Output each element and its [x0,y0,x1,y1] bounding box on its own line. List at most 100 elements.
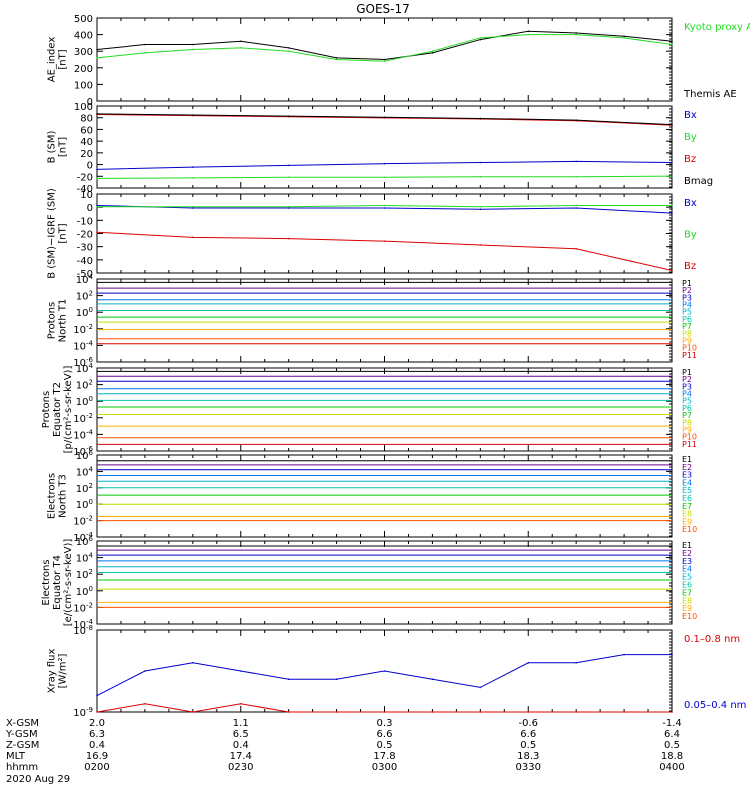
y-axis-label: North T1 [58,299,69,343]
data-point [96,113,98,115]
x-tick-value: 17.8 [373,751,395,762]
data-point [479,175,482,178]
legend-entry: P3 [682,293,692,302]
x-tick-value: 0.4 [233,740,249,751]
y-tick-label: 102 [76,290,93,303]
data-point [383,240,386,242]
data-point [479,205,482,208]
data-point [575,204,577,207]
legend-entry: E2 [682,549,692,558]
data-point [96,177,98,180]
data-point [671,269,673,272]
series-line-0-05-0-4-nm [96,654,672,697]
data-point [671,204,673,207]
legend-entry: E10 [682,525,697,534]
y-axis-label: B (SM)−IGRF (SM) [47,188,58,279]
x-tick-value: 0400 [659,762,684,773]
data-point [287,711,290,713]
data-point [383,60,386,62]
y-tick-label: 100 [74,102,93,113]
data-point [192,205,194,208]
y-tick-label: 104 [76,273,94,286]
data-point [575,247,577,250]
x-tick-value: 0.5 [377,740,393,751]
y-tick-label: 106 [76,449,94,462]
y-tick-label: 10-8 [73,624,93,637]
data-point [192,236,194,239]
data-point [287,205,290,208]
panel-frame [96,540,673,625]
y-tick-label: 102 [76,482,93,495]
data-point [287,50,290,52]
legend-entry: E1 [682,541,692,550]
data-point [192,177,194,179]
x-tick-value: 0200 [84,762,109,773]
y-axis-label: Electrons [41,559,52,605]
x-tick-value: -1.4 [662,718,682,729]
legend-entry: P11 [682,440,697,449]
data-point [623,37,625,39]
legend-entry: E4 [682,478,692,487]
legend-entry: P5 [682,308,692,317]
x-row-label: X-GSM [6,718,39,729]
data-point [192,43,194,46]
data-point [575,32,577,34]
data-point [287,115,290,117]
data-point [671,653,673,656]
legend-entry: P2 [682,375,692,384]
y-tick-label: 500 [74,14,93,25]
y-tick-label: 100 [76,306,93,319]
x-row-label: Y-GSM [5,729,38,740]
series-line-bz [96,113,673,126]
data-point [479,38,482,41]
x-tick-value: 0.3 [377,718,393,729]
legend-entry: P1 [682,368,692,377]
y-tick-label: 10-2 [73,323,93,336]
legend-entry: P6 [682,315,692,324]
x-tick-value: 18.8 [661,751,683,762]
y-axis-label: Equator T2 [52,382,63,437]
data-point [575,33,577,36]
legend-entry: By [684,132,697,143]
y-axis-label: B (SM) [47,130,58,163]
y-tick-label: 60 [80,125,93,136]
x-tick-value: -0.6 [518,718,538,729]
data-point [383,670,386,672]
data-point [671,212,673,214]
panel-3: 10 0 -10 -20 -30 -40 -50 B (SM)−IGRF (SM) [nT] Bx… [47,188,697,280]
legend-entry: Themis AE [683,89,737,100]
data-point [623,711,625,713]
y-axis-label: [nT] [58,223,69,243]
legend-entry: 0.1–0.8 nm [684,634,740,645]
data-point [575,711,577,713]
legend-entry: E9 [682,517,692,526]
data-point [383,116,386,119]
legend-entry: E8 [682,510,692,519]
legend-entry: P11 [682,351,697,360]
data-point [431,711,434,713]
x-tick-value: 6.4 [664,729,680,740]
y-tick-label: -40 [77,184,93,195]
legend-entry: P7 [682,322,692,331]
y-axis-label: [p/(cm²-s-sr-keV)] [63,366,74,454]
data-point [239,40,242,43]
data-point [431,678,434,680]
y-tick-label: 100 [76,498,93,511]
legend-entry: Bx [684,110,697,121]
y-axis-label: [W/m²] [58,653,69,688]
data-point [671,161,673,164]
legend-entry: E8 [682,596,692,605]
legend-entry: P10 [682,433,697,442]
data-point [479,117,482,120]
y-tick-label: 104 [76,552,94,565]
x-tick-value: 6.3 [89,729,105,740]
legend-entry: 0.05–0.4 nm [684,700,746,711]
data-point [671,175,673,177]
legend-entry: Bz [684,261,696,272]
data-point [479,37,482,39]
panel-1: 500 400 300 200 100 0 AE_index [nT] Kyoto proxy … [47,14,750,108]
y-axis-label: Xray flux [47,649,58,694]
